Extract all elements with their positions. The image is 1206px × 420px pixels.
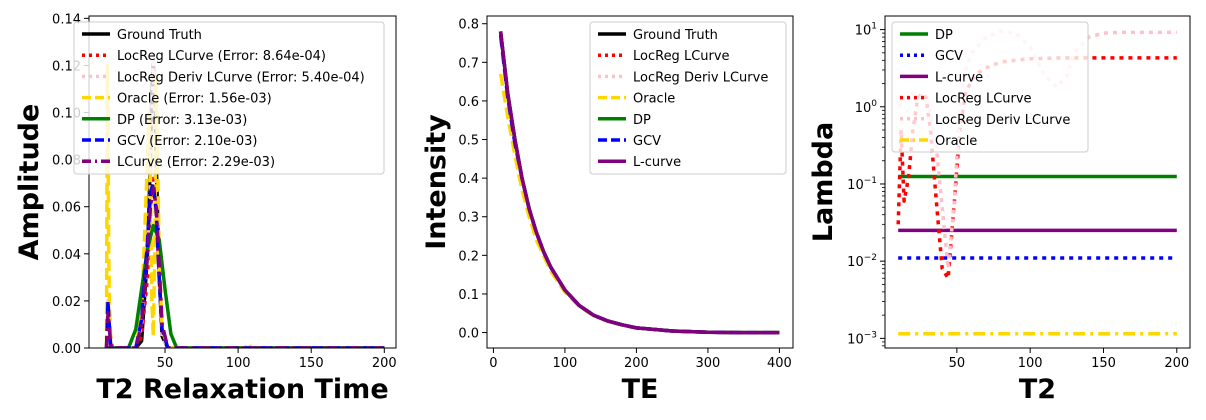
legend-entry-4: Oracle bbox=[633, 92, 675, 107]
legend-entry-5: DP (Error: 3.13e-03) bbox=[117, 113, 247, 128]
x-tick-label: 300 bbox=[696, 356, 721, 371]
legend: Ground Truth LocReg LCurve LocReg Deriv LC… bbox=[589, 21, 787, 175]
legend-entry-7: LCurve (Error: 2.29e-03) bbox=[117, 155, 275, 170]
y-tick-label: 0.2 bbox=[458, 249, 479, 264]
y-tick-label: 0.6 bbox=[458, 95, 479, 110]
y-tick-label: 0.02 bbox=[52, 295, 81, 310]
legend-entry-5: LocReg Deriv LCurve bbox=[935, 113, 1070, 128]
legend-entry-3: L-curve bbox=[935, 70, 983, 85]
y-tick-label: 0.4 bbox=[458, 172, 479, 187]
y-tick-label: 0.00 bbox=[52, 342, 81, 357]
y-tick-label: 10−1 bbox=[847, 176, 877, 193]
x-tick-label: 400 bbox=[767, 356, 792, 371]
x-axis-label: TE bbox=[622, 374, 659, 405]
chart-panel-1: 50 100 150 2000.000.020.040.060.080.100.120… bbox=[14, 12, 397, 405]
y-tick-label: 10−2 bbox=[847, 253, 877, 270]
legend-entry-3: LocReg Deriv LCurve bbox=[633, 70, 768, 85]
legend-entry-2: GCV bbox=[935, 49, 963, 64]
chart-panel-3: 50 100 150 200 10−3 10−2 10−1 100 101 T2 Lambda DP G… bbox=[808, 15, 1191, 405]
legend-entry-6: GCV (Error: 2.10e-03) bbox=[117, 134, 257, 149]
legend: Ground Truth LocReg LCurve (Error: 8.64e-… bbox=[73, 21, 385, 175]
y-tick-label: 10−3 bbox=[847, 330, 877, 347]
series-lines bbox=[498, 31, 780, 335]
x-tick-label: 50 bbox=[157, 356, 174, 371]
chart-panel-2: 0 100 200 300 400 0.0 0.1 0.2 0.3 0.4 0.5 0.6 0.7 0.8… bbox=[421, 15, 794, 405]
y-axis-label: Lambda bbox=[808, 122, 839, 242]
legend-entry-2: LocReg LCurve (Error: 8.64e-04) bbox=[117, 49, 326, 64]
axes-frame bbox=[486, 15, 794, 349]
x-tick-label: 100 bbox=[1018, 356, 1043, 371]
legend-entry-4: Oracle (Error: 1.56e-03) bbox=[117, 92, 272, 107]
y-tick-label: 0.7 bbox=[458, 56, 479, 71]
x-axis-label: T2 bbox=[1019, 374, 1056, 405]
axes-frame bbox=[884, 15, 1191, 349]
x-tick-label: 100 bbox=[553, 356, 578, 371]
y-tick-label: 0.04 bbox=[52, 248, 81, 263]
series-line-7 bbox=[498, 31, 780, 335]
x-tick-label: 0 bbox=[489, 356, 497, 371]
legend-entry-1: Ground Truth bbox=[117, 28, 202, 43]
axes-frame bbox=[88, 15, 397, 349]
legend-entry-1: Ground Truth bbox=[633, 28, 718, 43]
x-tick-label: 200 bbox=[1164, 356, 1189, 371]
x-tick-label: 200 bbox=[372, 356, 397, 371]
series-line-5 bbox=[106, 223, 385, 348]
legend: DP GCV L-curve LocReg LCurve LocReg Deriv LC… bbox=[891, 21, 1089, 153]
y-axis-label: Amplitude bbox=[14, 104, 45, 261]
x-tick-label: 50 bbox=[949, 356, 966, 371]
legend-box bbox=[73, 21, 385, 175]
y-tick-label: 101 bbox=[855, 22, 877, 39]
legend-entry-6: Oracle bbox=[935, 134, 977, 149]
x-tick-label: 200 bbox=[624, 356, 649, 371]
y-axis-label: Intensity bbox=[421, 114, 452, 250]
y-tick-label: 0.5 bbox=[458, 134, 479, 149]
x-axis-label: T2 Relaxation Time bbox=[96, 374, 388, 405]
series-line-4 bbox=[104, 63, 385, 348]
series-line-7 bbox=[104, 186, 385, 348]
x-tick-label: 150 bbox=[1091, 356, 1116, 371]
legend-entry-4: LocReg LCurve bbox=[935, 92, 1032, 107]
legend-entry-6: GCV bbox=[633, 134, 661, 149]
y-tick-label: 0.0 bbox=[458, 327, 479, 342]
y-tick-label: 0.3 bbox=[458, 211, 479, 226]
y-tick-label: 100 bbox=[855, 99, 878, 116]
x-tick-label: 150 bbox=[299, 356, 324, 371]
legend-entry-1: DP bbox=[935, 28, 953, 43]
y-tick-label: 0.8 bbox=[458, 18, 479, 33]
legend-box bbox=[891, 21, 1089, 153]
legend-entry-7: L-curve bbox=[633, 155, 681, 170]
y-tick-label: 0.06 bbox=[52, 201, 81, 216]
legend-box bbox=[589, 21, 787, 175]
y-tick-label: 0.1 bbox=[458, 288, 479, 303]
x-tick-label: 100 bbox=[226, 356, 251, 371]
legend-entry-5: DP bbox=[633, 113, 651, 128]
legend-entry-2: LocReg LCurve bbox=[633, 49, 730, 64]
legend-entry-3: LocReg Deriv LCurve (Error: 5.40e-04) bbox=[117, 70, 365, 85]
